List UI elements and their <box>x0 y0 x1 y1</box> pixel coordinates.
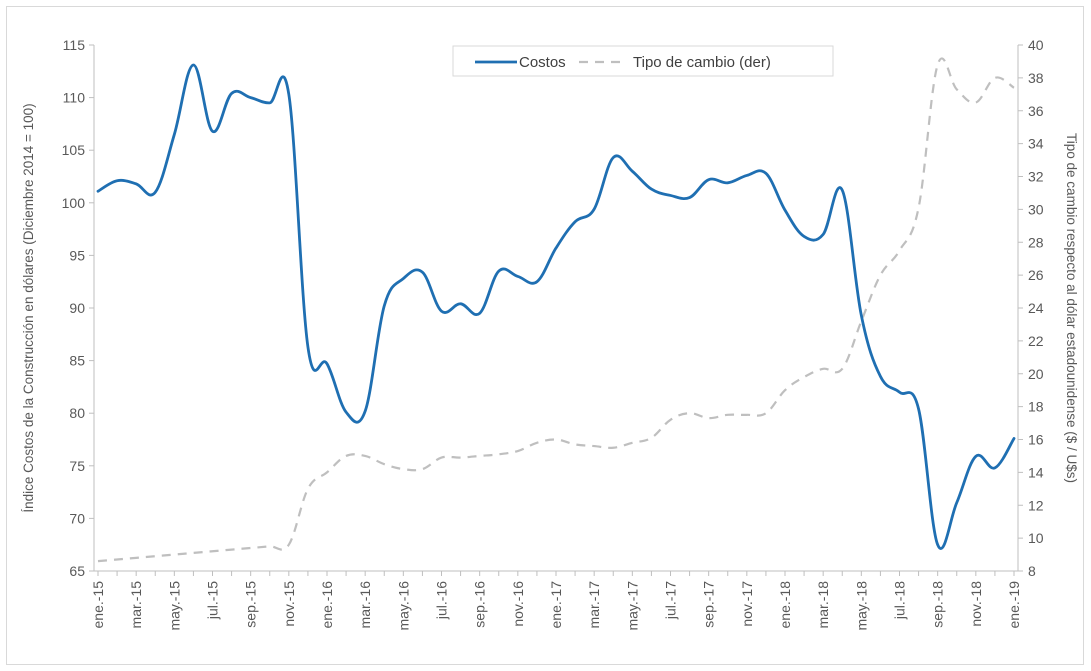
left-tick-label: 65 <box>69 563 85 579</box>
left-axis-ticks: 65 70 75 80 85 90 95 100 105 110 115 <box>62 37 94 579</box>
x-tick-label: may.-17 <box>624 581 640 631</box>
x-tick-label: jul.-16 <box>434 581 450 620</box>
x-tick-label: mar.-16 <box>357 581 373 629</box>
right-tick-label: 20 <box>1028 366 1044 382</box>
x-tick-label: jul.-18 <box>892 581 908 620</box>
x-tick-label: may.-18 <box>853 581 869 631</box>
axes <box>93 45 1019 572</box>
x-tick-label: ene.-16 <box>319 581 335 629</box>
x-tick-label: ene.-15 <box>90 581 106 629</box>
series-layer <box>96 57 1016 563</box>
x-tick-label: jul.-17 <box>663 581 679 620</box>
right-tick-label: 40 <box>1028 37 1044 53</box>
right-tick-label: 28 <box>1028 234 1044 250</box>
x-tick-label: sep.-17 <box>701 581 717 628</box>
right-tick-label: 30 <box>1028 201 1044 217</box>
legend-label-tipo-de-cambio: Tipo de cambio (der) <box>633 54 771 71</box>
right-tick-label: 10 <box>1028 530 1044 546</box>
right-tick-label: 12 <box>1028 497 1044 513</box>
left-tick-label: 75 <box>69 458 85 474</box>
right-tick-label: 26 <box>1028 267 1044 283</box>
x-tick-label: may.-15 <box>166 581 182 631</box>
x-tick-label: jul.-15 <box>205 581 221 620</box>
x-tick-label: nov.-15 <box>281 581 297 627</box>
right-tick-label: 14 <box>1028 464 1044 480</box>
legend-box <box>452 45 834 77</box>
right-tick-label: 36 <box>1028 103 1044 119</box>
legend-label-costos: Costos <box>519 54 566 71</box>
right-tick-label: 18 <box>1028 399 1044 415</box>
left-tick-label: 95 <box>69 247 85 263</box>
left-tick-label: 110 <box>63 90 86 106</box>
x-tick-label: ene.-17 <box>548 581 564 629</box>
x-tick-label: sep.-15 <box>243 581 259 628</box>
left-tick-label: 85 <box>69 353 85 369</box>
x-tick-label: may.-16 <box>395 581 411 631</box>
left-tick-label: 115 <box>63 37 86 53</box>
x-tick-label: mar.-18 <box>815 581 831 629</box>
x-tick-label: ene.-18 <box>777 581 793 629</box>
right-axis-ticks: 8 10 12 14 16 18 20 22 24 26 28 30 32 34 36 38 40 <box>1018 37 1044 579</box>
x-tick-label: mar.-15 <box>128 581 144 629</box>
left-tick-label: 100 <box>62 195 86 211</box>
line-chart: 65 70 75 80 85 90 95 100 105 110 115 8 10 12 14 16 18 20… <box>21 37 1079 631</box>
x-tick-label: nov.-17 <box>739 581 755 627</box>
left-tick-label: 90 <box>69 300 85 316</box>
x-tick-label: ene.-19 <box>1006 581 1022 629</box>
left-tick-label: 105 <box>62 142 86 158</box>
x-axis-ticks: ene.-15 mar.-15 may.-15 jul.-15 sep.-15 nov.-… <box>90 571 1022 631</box>
x-tick-label: nov.-18 <box>968 581 984 627</box>
legend: Costos Tipo de cambio (der) <box>452 45 834 77</box>
series-line-costos <box>96 63 1016 550</box>
right-tick-label: 16 <box>1028 432 1044 448</box>
right-tick-label: 8 <box>1028 563 1036 579</box>
right-tick-label: 24 <box>1028 300 1044 316</box>
x-tick-label: sep.-18 <box>930 581 946 628</box>
x-tick-label: mar.-17 <box>586 581 602 629</box>
left-tick-label: 80 <box>69 405 85 421</box>
left-axis-title: Índice Costos de la Construcción en dóla… <box>21 103 36 512</box>
left-tick-label: 70 <box>69 510 85 526</box>
x-tick-label: sep.-16 <box>472 581 488 628</box>
right-tick-label: 38 <box>1028 70 1044 86</box>
series-line-tipo-de-cambio <box>97 57 1015 563</box>
right-tick-label: 32 <box>1028 169 1044 185</box>
right-axis-title: Tipo de cambio respecto al dólar estadou… <box>1064 133 1079 483</box>
chart-frame: 65 70 75 80 85 90 95 100 105 110 115 8 10 12 14 16 18 20… <box>6 6 1084 665</box>
x-tick-label: nov.-16 <box>510 581 526 627</box>
right-tick-label: 34 <box>1028 136 1044 152</box>
right-tick-label: 22 <box>1028 333 1044 349</box>
